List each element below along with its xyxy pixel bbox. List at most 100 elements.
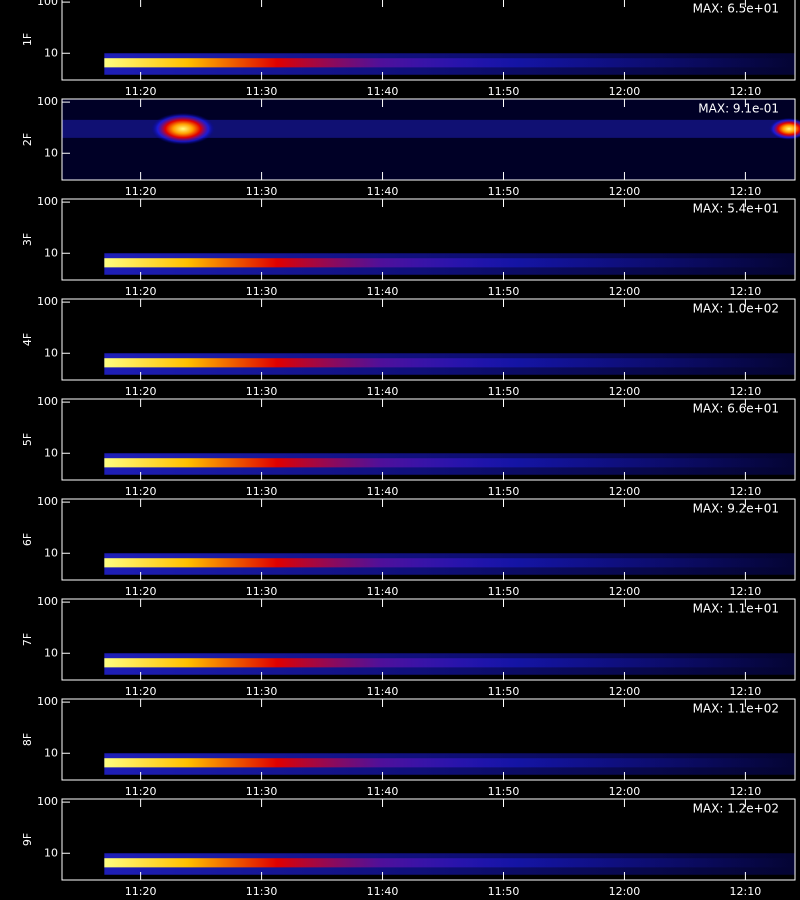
x-tick-label: 12:10	[730, 285, 762, 298]
emission-core	[104, 458, 796, 468]
plot-frame	[61, 698, 796, 781]
y-tick-label: 100	[37, 195, 58, 208]
x-tick-label: 11:50	[488, 385, 520, 398]
x-tick-label: 11:40	[367, 285, 399, 298]
x-tick-label: 12:10	[730, 685, 762, 698]
y-axis-label: 2F	[21, 133, 34, 146]
x-tick-label: 11:20	[125, 885, 157, 898]
x-tick-label: 12:10	[730, 85, 762, 98]
x-tick-label: 11:40	[367, 885, 399, 898]
plot-frame	[61, 498, 796, 581]
x-tick-label: 12:00	[609, 85, 641, 98]
x-tick-label: 11:40	[367, 685, 399, 698]
x-tick-label: 11:40	[367, 85, 399, 98]
plot-frame	[61, 98, 796, 181]
x-tick-label: 11:30	[246, 885, 278, 898]
x-tick-label: 11:30	[246, 585, 278, 598]
y-axis-label: 9F	[21, 833, 34, 846]
x-tick-label: 11:50	[488, 185, 520, 198]
x-tick-label: 12:10	[730, 485, 762, 498]
y-axis-label: 3F	[21, 233, 34, 246]
max-annotation: MAX: 6.5e+01	[693, 2, 779, 16]
x-tick-label: 11:30	[246, 485, 278, 498]
x-tick-label: 11:20	[125, 385, 157, 398]
y-tick-label: 10	[44, 746, 58, 759]
x-tick-label: 11:20	[125, 685, 157, 698]
x-tick-label: 11:20	[125, 785, 157, 798]
x-tick-label: 12:00	[609, 885, 641, 898]
x-tick-label: 11:50	[488, 285, 520, 298]
y-tick-label: 100	[37, 0, 58, 8]
x-tick-label: 11:20	[125, 85, 157, 98]
x-tick-label: 11:20	[125, 485, 157, 498]
x-tick-label: 11:30	[246, 785, 278, 798]
x-tick-label: 11:20	[125, 585, 157, 598]
plot-frame	[61, 298, 796, 381]
y-tick-label: 10	[44, 546, 58, 559]
x-tick-label: 12:00	[609, 385, 641, 398]
x-tick-label: 11:50	[488, 785, 520, 798]
x-tick-label: 11:40	[367, 485, 399, 498]
x-tick-label: 12:00	[609, 585, 641, 598]
y-tick-label: 100	[37, 395, 58, 408]
y-tick-label: 100	[37, 295, 58, 308]
max-annotation: MAX: 9.1e-01	[698, 102, 779, 116]
x-tick-label: 11:40	[367, 585, 399, 598]
x-tick-label: 11:40	[367, 185, 399, 198]
y-tick-label: 100	[37, 495, 58, 508]
y-tick-label: 100	[37, 95, 58, 108]
max-annotation: MAX: 1.2e+02	[693, 802, 779, 816]
x-tick-label: 11:20	[125, 185, 157, 198]
y-tick-label: 100	[37, 695, 58, 708]
y-axis-label: 4F	[21, 333, 34, 346]
x-tick-label: 12:10	[730, 585, 762, 598]
plot-frame	[61, 398, 796, 481]
plot-frame	[61, 0, 796, 81]
y-tick-label: 10	[44, 46, 58, 59]
x-tick-label: 11:50	[488, 585, 520, 598]
x-tick-label: 11:50	[488, 685, 520, 698]
x-tick-label: 12:10	[730, 185, 762, 198]
emission-core	[104, 858, 796, 868]
x-tick-label: 11:40	[367, 385, 399, 398]
x-tick-label: 11:30	[246, 185, 278, 198]
y-tick-label: 10	[44, 246, 58, 259]
x-tick-label: 11:30	[246, 685, 278, 698]
plot-frame	[61, 598, 796, 681]
y-tick-label: 10	[44, 846, 58, 859]
x-tick-label: 12:00	[609, 285, 641, 298]
y-tick-label: 10	[44, 646, 58, 659]
emission-core	[104, 658, 796, 668]
y-tick-label: 100	[37, 795, 58, 808]
x-tick-label: 12:10	[730, 385, 762, 398]
max-annotation: MAX: 6.6e+01	[693, 402, 779, 416]
plot-frame	[61, 798, 796, 881]
x-tick-label: 12:00	[609, 785, 641, 798]
y-tick-label: 100	[37, 595, 58, 608]
max-annotation: MAX: 1.0e+02	[693, 302, 779, 316]
emission-core	[104, 258, 796, 268]
emission-core	[104, 758, 796, 768]
x-tick-label: 12:00	[609, 685, 641, 698]
emission-core	[104, 358, 796, 368]
x-tick-label: 11:50	[488, 85, 520, 98]
max-annotation: MAX: 1.1e+02	[693, 702, 779, 716]
x-tick-label: 12:00	[609, 185, 641, 198]
y-tick-label: 10	[44, 446, 58, 459]
x-tick-label: 11:30	[246, 385, 278, 398]
y-tick-label: 10	[44, 346, 58, 359]
y-axis-label: 6F	[21, 533, 34, 546]
y-axis-label: 1F	[21, 33, 34, 46]
x-tick-label: 11:30	[246, 285, 278, 298]
emission-blob	[769, 117, 800, 140]
x-tick-label: 12:10	[730, 785, 762, 798]
max-annotation: MAX: 9.2e+01	[693, 502, 779, 516]
max-annotation: MAX: 1.1e+01	[693, 602, 779, 616]
x-tick-label: 12:00	[609, 485, 641, 498]
emission-blob	[150, 112, 215, 145]
emission-core	[104, 558, 796, 568]
x-tick-label: 11:40	[367, 785, 399, 798]
x-tick-label: 11:50	[488, 885, 520, 898]
emission-band	[62, 119, 795, 138]
